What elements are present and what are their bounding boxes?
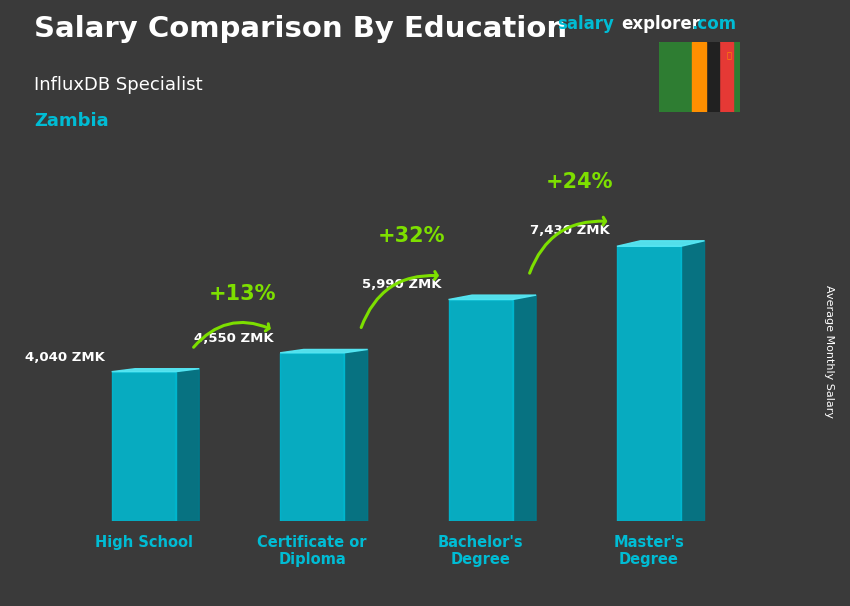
Bar xyxy=(693,42,706,112)
Text: +32%: +32% xyxy=(377,226,445,246)
Text: +13%: +13% xyxy=(209,284,276,304)
Polygon shape xyxy=(176,368,199,521)
Text: Salary Comparison By Education: Salary Comparison By Education xyxy=(34,15,567,43)
Polygon shape xyxy=(513,295,536,521)
Polygon shape xyxy=(617,246,681,521)
Polygon shape xyxy=(681,241,705,521)
Polygon shape xyxy=(617,241,705,246)
Bar xyxy=(706,42,719,112)
Bar xyxy=(719,42,733,112)
Text: ⬥: ⬥ xyxy=(726,52,731,61)
Text: Average Monthly Salary: Average Monthly Salary xyxy=(824,285,834,418)
Text: 4,040 ZMK: 4,040 ZMK xyxy=(25,351,105,364)
Text: InfluxDB Specialist: InfluxDB Specialist xyxy=(34,76,202,94)
Text: 4,550 ZMK: 4,550 ZMK xyxy=(194,332,274,345)
Polygon shape xyxy=(111,371,176,521)
Text: 7,430 ZMK: 7,430 ZMK xyxy=(530,224,610,236)
Polygon shape xyxy=(449,295,536,299)
Text: salary: salary xyxy=(557,15,614,33)
Text: +24%: +24% xyxy=(546,171,614,191)
Polygon shape xyxy=(344,350,368,521)
Polygon shape xyxy=(449,299,513,521)
Text: Zambia: Zambia xyxy=(34,112,109,130)
Text: 5,990 ZMK: 5,990 ZMK xyxy=(362,278,442,291)
Polygon shape xyxy=(280,353,344,521)
Polygon shape xyxy=(280,350,368,353)
Text: explorer: explorer xyxy=(621,15,700,33)
Text: .com: .com xyxy=(691,15,736,33)
Polygon shape xyxy=(111,368,199,371)
